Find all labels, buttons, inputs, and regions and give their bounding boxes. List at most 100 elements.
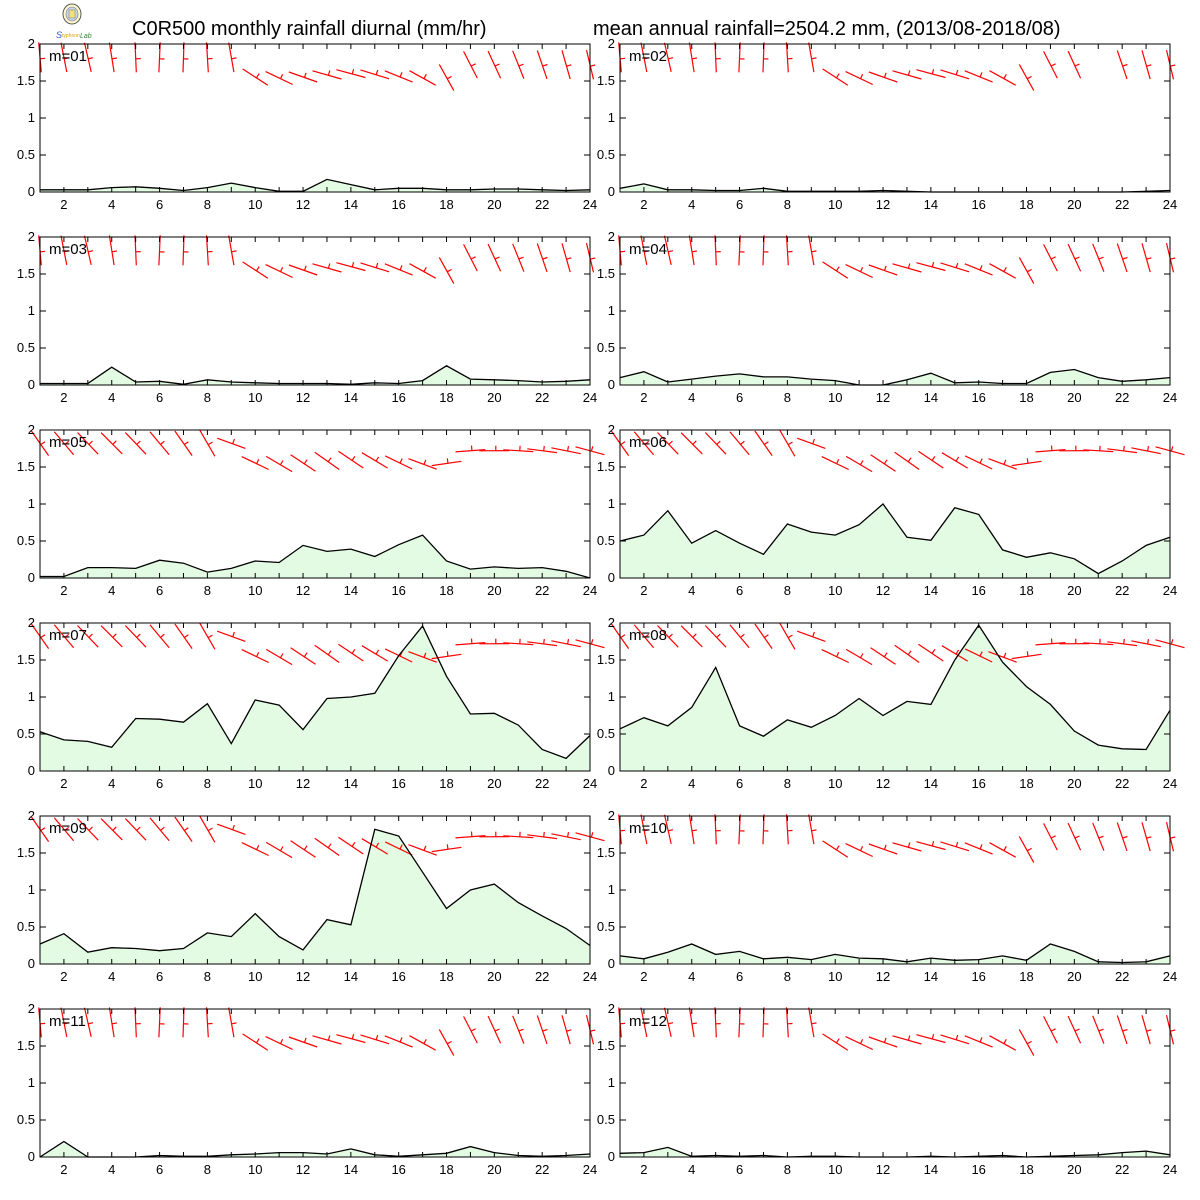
wind-barb-feather (183, 634, 189, 638)
wind-barb-feather (303, 72, 307, 78)
wind-barb (892, 1035, 922, 1045)
wind-barb-feather (399, 265, 403, 271)
wind-barb (431, 460, 462, 467)
panel-label: m=06 (629, 434, 667, 451)
rain-area (40, 535, 590, 578)
wind-barb-feather (1170, 639, 1174, 645)
x-tick-label: 2 (60, 969, 67, 984)
rain-area (40, 829, 590, 964)
x-tick-label: 2 (60, 776, 67, 791)
wind-barb (408, 844, 437, 856)
x-tick-label: 14 (924, 197, 938, 212)
wind-barb (633, 624, 655, 649)
rain-area (620, 625, 1170, 771)
wind-barb-feather (1026, 1040, 1032, 1045)
wind-barb (205, 1007, 209, 1038)
wind-barb (487, 1015, 502, 1044)
wind-barb (438, 64, 455, 91)
wind-barb (455, 642, 486, 646)
wind-barb-feather (256, 458, 260, 464)
x-tick-label: 22 (535, 1162, 549, 1177)
x-tick-label: 2 (640, 583, 647, 598)
wind-barb (536, 50, 548, 80)
wind-barb-feather (907, 650, 912, 656)
wind-barb-feather (1147, 638, 1150, 645)
x-tick-label: 10 (828, 1162, 842, 1177)
x-tick-label: 24 (1163, 1162, 1177, 1177)
wind-barb-feather (232, 631, 235, 638)
wind-barb-feather (644, 250, 650, 253)
wind-barb (561, 1015, 571, 1045)
wind-barb (688, 42, 695, 73)
wind-barb-feather (1147, 445, 1150, 452)
wind-barb-feather (351, 455, 356, 461)
wind-barb (409, 1035, 436, 1051)
wind-barb-feather (423, 1039, 427, 1044)
x-tick-label: 8 (784, 197, 791, 212)
rain-line (619, 943, 1171, 964)
wind-barb (361, 452, 389, 469)
wind-barb (785, 42, 789, 73)
wind-barb (964, 455, 993, 470)
x-tick-label: 8 (784, 1162, 791, 1177)
x-tick-label: 8 (204, 390, 211, 405)
x-tick-label: 4 (688, 969, 695, 984)
panel-label: m=10 (629, 820, 667, 837)
y-tick-label: 0 (608, 956, 615, 971)
wind-barb (551, 640, 581, 648)
wind-barb (680, 625, 703, 648)
x-tick-label: 16 (391, 197, 405, 212)
wind-barb-feather (303, 1037, 307, 1043)
wind-barb (916, 841, 946, 851)
wind-barb-feather (446, 458, 449, 464)
wind-barb (1107, 641, 1138, 647)
wind-barb-feather (787, 634, 793, 639)
plot-frame (39, 43, 591, 193)
wind-barb (845, 1036, 873, 1051)
panel-label: m=09 (49, 820, 87, 837)
x-tick-label: 16 (391, 390, 405, 405)
y-tick-label: 1.5 (597, 459, 615, 474)
wind-barb (1092, 822, 1105, 851)
wind-barb-feather (351, 841, 356, 847)
wind-barb-feather (955, 262, 959, 268)
wind-barb-feather (470, 256, 476, 260)
wind-barb (384, 70, 413, 83)
x-tick-label: 18 (1019, 1162, 1033, 1177)
wind-barb-feather (691, 250, 697, 253)
wind-barb (53, 817, 75, 842)
wind-barb (808, 814, 815, 845)
wind-barb (1131, 640, 1161, 648)
wind-barb-feather (542, 63, 548, 67)
wind-barb (124, 818, 147, 841)
x-tick-label: 8 (204, 197, 211, 212)
x-tick-label: 24 (583, 197, 597, 212)
wind-barb (845, 843, 873, 858)
wind-barb-feather (835, 1038, 840, 1044)
wind-barb-feather (303, 845, 308, 851)
wind-barb-feather (836, 651, 840, 657)
wind-barb (199, 623, 216, 650)
wind-barb-feather (883, 72, 887, 78)
x-tick-label: 16 (971, 197, 985, 212)
wind-barb-feather (668, 633, 673, 638)
wind-barb (663, 235, 672, 266)
wind-barb (892, 70, 922, 80)
wind-barb (785, 814, 789, 845)
y-tick-label: 0 (28, 1149, 35, 1164)
y-tick-label: 0.5 (597, 147, 615, 162)
wind-barb (1092, 243, 1105, 272)
wind-barb (512, 243, 525, 272)
wind-barb (384, 455, 413, 470)
y-tick-label: 0.5 (597, 1112, 615, 1127)
wind-barb (455, 835, 486, 839)
wind-barb-feather (691, 829, 697, 832)
y-tick-label: 1.5 (597, 1038, 615, 1053)
y-tick-label: 2 (608, 36, 615, 51)
wind-barb-feather (644, 57, 650, 60)
x-tick-label: 18 (1019, 390, 1033, 405)
panel-label: m=08 (629, 627, 667, 644)
wind-barb (503, 835, 534, 839)
wind-barb-feather (40, 441, 46, 445)
y-tick-label: 1 (28, 689, 35, 704)
